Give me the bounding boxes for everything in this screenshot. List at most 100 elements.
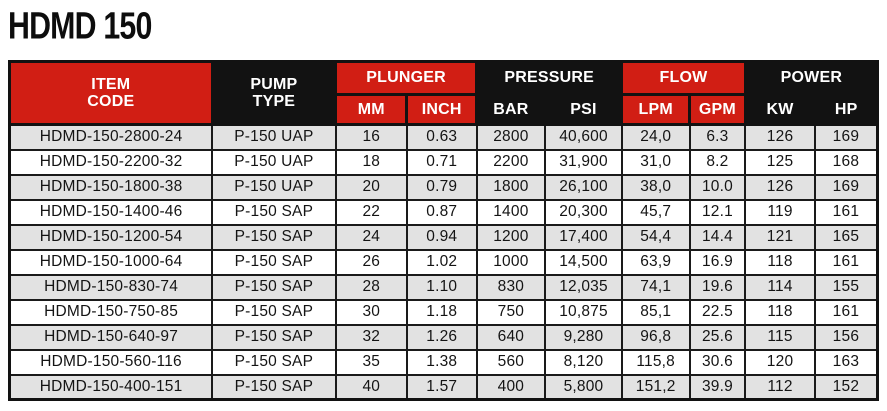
cell-gpm: 10.0	[688, 173, 747, 201]
cell-hp: 161	[813, 198, 879, 226]
cell-inch: 1.18	[405, 298, 478, 326]
cell-mm: 35	[334, 348, 408, 376]
table-row: HDMD-150-1400-46 P-150 SAP 22 0.87 1400 20,30…	[8, 198, 879, 226]
col-header-power: POWER	[743, 60, 880, 96]
cell-pump_type: P-150 SAP	[211, 273, 337, 301]
cell-gpm: 22.5	[688, 298, 747, 326]
col-header-gpm: GPM	[688, 93, 747, 126]
cell-inch: 1.38	[405, 348, 478, 376]
cell-item_code: HDMD-150-400-151	[8, 373, 214, 401]
cell-gpm: 30.6	[688, 348, 747, 376]
col-header-pump-type: PUMP TYPE	[210, 60, 338, 126]
cell-bar: 1000	[475, 248, 547, 276]
cell-lpm: 85,1	[620, 298, 691, 326]
table-row: HDMD-150-2200-32 P-150 UAP 18 0.71 2200 31,90…	[8, 148, 879, 176]
spec-table-header: ITEM CODE PUMP TYPE PLUNGER PRESSURE FLO…	[8, 60, 880, 126]
cell-mm: 40	[334, 373, 408, 401]
cell-lpm: 45,7	[620, 198, 691, 226]
cell-item_code: HDMD-150-2200-32	[8, 148, 214, 176]
cell-item_code: HDMD-150-1400-46	[8, 198, 214, 226]
cell-hp: 161	[813, 298, 879, 326]
cell-mm: 26	[334, 248, 408, 276]
cell-hp: 155	[813, 273, 879, 301]
cell-lpm: 63,9	[620, 248, 691, 276]
cell-gpm: 39.9	[688, 373, 747, 401]
cell-hp: 163	[813, 348, 879, 376]
cell-lpm: 151,2	[620, 373, 691, 401]
cell-kw: 118	[744, 298, 816, 326]
cell-hp: 169	[813, 123, 879, 151]
col-header-flow: FLOW	[620, 60, 747, 96]
cell-mm: 24	[334, 223, 408, 251]
col-header-item-code: ITEM CODE	[8, 60, 214, 126]
table-row: HDMD-150-1200-54 P-150 SAP 24 0.94 1200 17,40…	[8, 223, 879, 251]
cell-item_code: HDMD-150-1800-38	[8, 173, 214, 201]
cell-bar: 830	[475, 273, 547, 301]
cell-item_code: HDMD-150-2800-24	[8, 123, 214, 151]
col-header-pressure: PRESSURE	[475, 60, 624, 96]
cell-item_code: HDMD-150-830-74	[8, 273, 214, 301]
cell-hp: 156	[813, 323, 879, 351]
cell-gpm: 12.1	[688, 198, 747, 226]
cell-bar: 1200	[475, 223, 547, 251]
cell-pump_type: P-150 SAP	[211, 223, 337, 251]
cell-inch: 0.79	[405, 173, 478, 201]
cell-inch: 0.87	[405, 198, 478, 226]
cell-inch: 1.57	[405, 373, 478, 401]
table-row: HDMD-150-1000-64 P-150 SAP 26 1.02 1000 14,50…	[8, 248, 879, 276]
cell-psi: 31,900	[544, 148, 623, 176]
col-header-psi: PSI	[543, 93, 624, 126]
cell-psi: 40,600	[544, 123, 623, 151]
col-header-inch: INCH	[405, 93, 479, 126]
cell-psi: 12,035	[544, 273, 623, 301]
page: HDMD 150 ITEM CODE PUMP TYPE PLUNGER PRE…	[8, 4, 880, 401]
cell-inch: 0.63	[405, 123, 478, 151]
cell-kw: 120	[744, 348, 816, 376]
table-row: HDMD-150-750-85 P-150 SAP 30 1.18 750 10,875 8…	[8, 298, 879, 326]
cell-psi: 20,300	[544, 198, 623, 226]
cell-kw: 119	[744, 198, 816, 226]
cell-lpm: 54,4	[620, 223, 691, 251]
cell-bar: 400	[475, 373, 547, 401]
col-header-lpm: LPM	[620, 93, 692, 126]
cell-pump_type: P-150 SAP	[211, 198, 337, 226]
cell-pump_type: P-150 SAP	[211, 298, 337, 326]
cell-mm: 20	[334, 173, 408, 201]
cell-gpm: 16.9	[688, 248, 747, 276]
cell-psi: 26,100	[544, 173, 623, 201]
cell-mm: 16	[334, 123, 408, 151]
cell-hp: 152	[813, 373, 879, 401]
cell-lpm: 74,1	[620, 273, 691, 301]
cell-psi: 17,400	[544, 223, 623, 251]
cell-item_code: HDMD-150-750-85	[8, 298, 214, 326]
cell-item_code: HDMD-150-1000-64	[8, 248, 214, 276]
cell-psi: 5,800	[544, 373, 623, 401]
cell-bar: 1400	[475, 198, 547, 226]
page-title: HDMD 150	[8, 4, 152, 47]
cell-hp: 165	[813, 223, 879, 251]
cell-kw: 121	[744, 223, 816, 251]
cell-psi: 10,875	[544, 298, 623, 326]
cell-inch: 1.02	[405, 248, 478, 276]
table-row: HDMD-150-560-116 P-150 SAP 35 1.38 560 8,120 1…	[8, 348, 879, 376]
cell-mm: 28	[334, 273, 408, 301]
cell-hp: 169	[813, 173, 879, 201]
cell-item_code: HDMD-150-1200-54	[8, 223, 214, 251]
cell-bar: 560	[475, 348, 547, 376]
cell-pump_type: P-150 SAP	[211, 348, 337, 376]
cell-inch: 0.71	[405, 148, 478, 176]
cell-gpm: 25.6	[688, 323, 747, 351]
cell-pump_type: P-150 SAP	[211, 373, 337, 401]
spec-table: ITEM CODE PUMP TYPE PLUNGER PRESSURE FLO…	[8, 60, 880, 401]
cell-inch: 1.26	[405, 323, 478, 351]
cell-bar: 750	[475, 298, 547, 326]
col-header-hp: HP	[813, 93, 879, 126]
table-row: HDMD-150-400-151 P-150 SAP 40 1.57 400 5,800 1…	[8, 373, 879, 401]
cell-item_code: HDMD-150-560-116	[8, 348, 214, 376]
cell-inch: 1.10	[405, 273, 478, 301]
cell-pump_type: P-150 SAP	[211, 248, 337, 276]
cell-bar: 2800	[475, 123, 547, 151]
cell-gpm: 8.2	[688, 148, 747, 176]
cell-gpm: 14.4	[688, 223, 747, 251]
cell-kw: 126	[744, 173, 816, 201]
